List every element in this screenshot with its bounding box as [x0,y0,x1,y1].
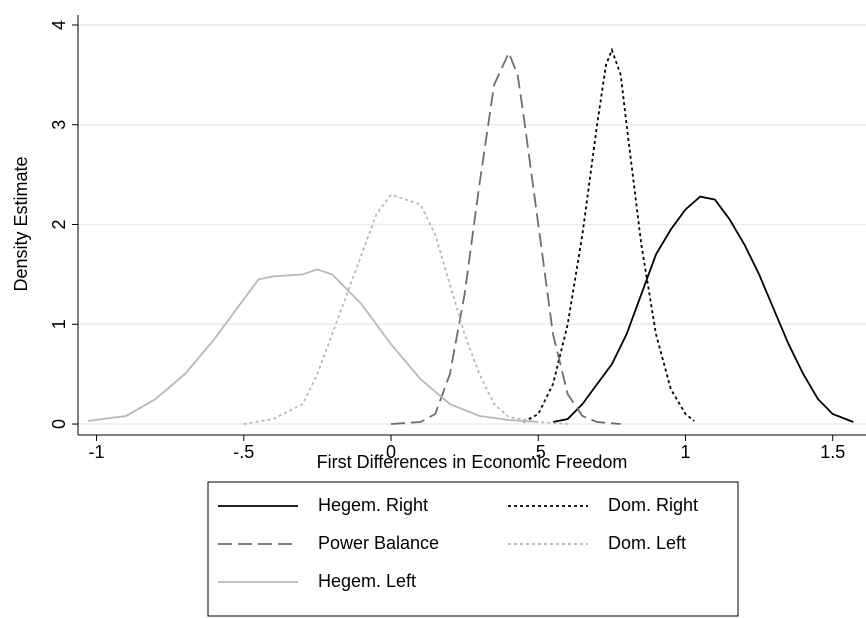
density-line [87,268,539,423]
y-tick-label: 4 [49,20,69,30]
x-tick-label: -.5 [233,442,254,462]
y-tick-label: 0 [49,419,69,429]
x-tick-label: -1 [89,442,105,462]
density-line [552,195,854,423]
legend-label: Power Balance [318,533,439,553]
y-axis-title: Density Estimate [11,156,31,291]
legend-label: Dom. Right [608,495,698,515]
x-axis-title: First Differences in Economic Freedom [317,452,628,472]
density-line [523,47,695,423]
density-line [243,193,568,425]
legend-box [207,481,739,617]
legend-label: Hegem. Left [318,571,416,591]
y-tick-label: 1 [49,319,69,329]
density-line [390,50,621,425]
legend-label: Dom. Left [608,533,686,553]
x-tick-label: .5 [531,442,546,462]
x-tick-label: 1.5 [820,442,845,462]
y-tick-label: 2 [49,219,69,229]
x-tick-label: 1 [680,442,690,462]
x-tick-label: 0 [386,442,396,462]
y-tick-label: 3 [49,120,69,130]
legend-label: Hegem. Right [318,495,428,515]
